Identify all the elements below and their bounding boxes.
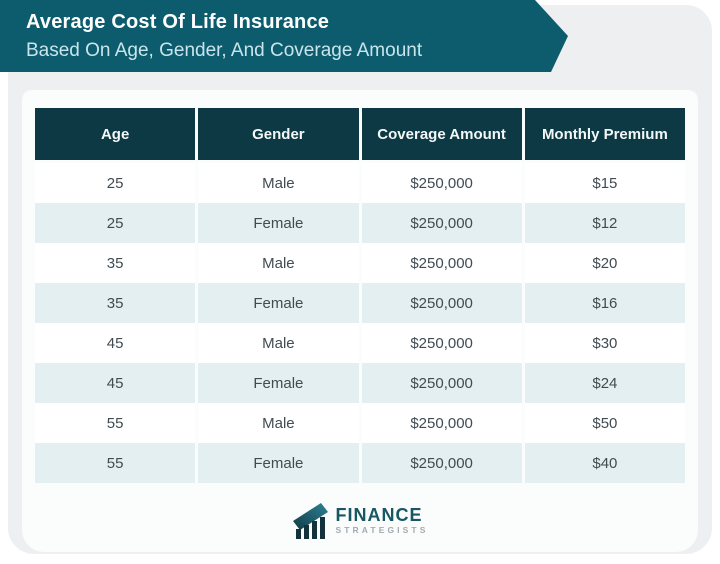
- cell-coverage-amount: $250,000: [361, 243, 522, 283]
- cell-age: 35: [35, 243, 196, 283]
- cell-monthly-premium: $30: [524, 323, 685, 363]
- cell-monthly-premium: $16: [524, 283, 685, 323]
- table-row: 35 Male $250,000 $20: [35, 243, 685, 283]
- table-row: 55 Male $250,000 $50: [35, 403, 685, 443]
- column-header-coverage-amount: Coverage Amount: [361, 108, 522, 163]
- cell-age: 25: [35, 163, 196, 203]
- finance-strategists-logo: FINANCE STRATEGISTS: [22, 502, 698, 540]
- cell-age: 35: [35, 283, 196, 323]
- cell-coverage-amount: $250,000: [361, 203, 522, 243]
- table-body: 25 Male $250,000 $15 25 Female $250,000 $12 35 Ma…: [35, 163, 685, 483]
- cell-age: 25: [35, 203, 196, 243]
- table-row: 35 Female $250,000 $16: [35, 283, 685, 323]
- life-insurance-cost-table: Age Gender Coverage Amount Monthly Premi…: [32, 108, 688, 483]
- cell-monthly-premium: $15: [524, 163, 685, 203]
- cell-monthly-premium: $50: [524, 403, 685, 443]
- cell-monthly-premium: $24: [524, 363, 685, 403]
- cell-gender: Female: [198, 203, 359, 243]
- logo-name: FINANCE: [335, 505, 423, 525]
- cell-coverage-amount: $250,000: [361, 363, 522, 403]
- table-panel: Age Gender Coverage Amount Monthly Premi…: [22, 90, 698, 552]
- bar-chart-growth-icon: [292, 503, 328, 539]
- table-row: 45 Male $250,000 $30: [35, 323, 685, 363]
- cell-coverage-amount: $250,000: [361, 283, 522, 323]
- cell-coverage-amount: $250,000: [361, 163, 522, 203]
- table-row: 45 Female $250,000 $24: [35, 363, 685, 403]
- cell-coverage-amount: $250,000: [361, 443, 522, 483]
- cell-gender: Male: [198, 403, 359, 443]
- cell-monthly-premium: $12: [524, 203, 685, 243]
- table-header: Age Gender Coverage Amount Monthly Premi…: [35, 108, 685, 163]
- cell-age: 45: [35, 323, 196, 363]
- cell-gender: Male: [198, 163, 359, 203]
- cell-gender: Male: [198, 243, 359, 283]
- logo-subtitle: STRATEGISTS: [335, 525, 429, 535]
- column-header-age: Age: [35, 108, 196, 163]
- title-banner: Average Cost Of Life Insurance Based On …: [0, 0, 568, 72]
- cell-coverage-amount: $250,000: [361, 323, 522, 363]
- table-row: 55 Female $250,000 $40: [35, 443, 685, 483]
- cell-monthly-premium: $40: [524, 443, 685, 483]
- cell-monthly-premium: $20: [524, 243, 685, 283]
- logo-text: FINANCE STRATEGISTS: [336, 506, 429, 536]
- cell-age: 55: [35, 403, 196, 443]
- page-subtitle: Based On Age, Gender, And Coverage Amoun…: [26, 40, 423, 61]
- cell-coverage-amount: $250,000: [361, 403, 522, 443]
- cell-gender: Female: [198, 363, 359, 403]
- cell-gender: Female: [198, 283, 359, 323]
- table-header-row: Age Gender Coverage Amount Monthly Premi…: [35, 108, 685, 163]
- cell-gender: Female: [198, 443, 359, 483]
- cell-gender: Male: [198, 323, 359, 363]
- table-row: 25 Female $250,000 $12: [35, 203, 685, 243]
- table-row: 25 Male $250,000 $15: [35, 163, 685, 203]
- column-header-gender: Gender: [198, 108, 359, 163]
- page-title: Average Cost Of Life Insurance: [26, 11, 330, 33]
- column-header-monthly-premium: Monthly Premium: [524, 108, 685, 163]
- cell-age: 55: [35, 443, 196, 483]
- cell-age: 45: [35, 363, 196, 403]
